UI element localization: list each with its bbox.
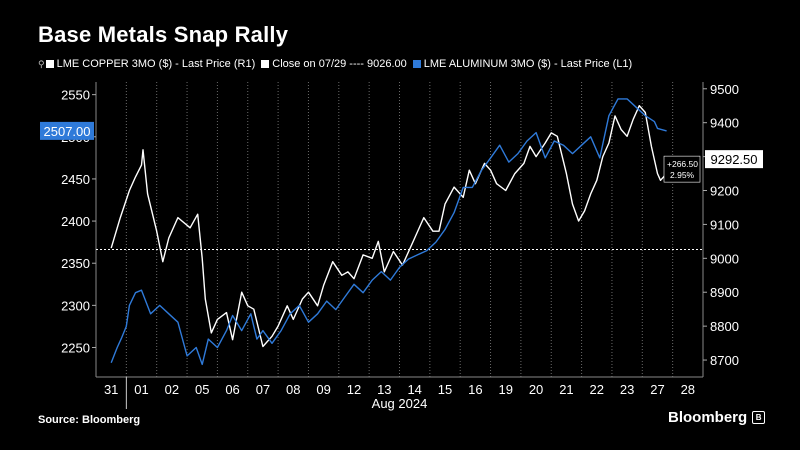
x-tick-label: 02 [165,382,179,397]
x-axis-title: Aug 2024 [372,396,428,411]
left-tick-label: 2450 [61,172,90,187]
change-value: +266.50 [667,159,698,169]
x-tick-label: 22 [590,382,604,397]
x-tick-label: 31 [104,382,118,397]
x-tick-label: 08 [286,382,300,397]
right-tick-label: 9100 [710,217,739,232]
x-tick-label: 05 [195,382,209,397]
aluminum-last-value-box [40,121,94,140]
x-tick-label: 15 [438,382,452,397]
source-note: Source: Bloomberg [38,414,141,426]
right-tick-label: 9000 [710,251,739,266]
x-tick-label: 28 [681,382,695,397]
right-tick-label: 9500 [710,82,739,97]
left-tick-label: 2300 [61,298,90,313]
x-tick-label: 13 [377,382,391,397]
left-tick-label: 2350 [61,256,90,271]
x-tick-label: 16 [468,382,482,397]
right-tick-label: 8900 [710,285,739,300]
x-tick-label: 21 [559,382,573,397]
aluminum-series-line [110,98,667,366]
x-tick-label: 14 [407,382,421,397]
right-tick-label: 8800 [710,319,739,334]
aluminum-last-value: 2507.00 [44,124,91,139]
copper-swatch [45,60,54,68]
copper-last-value-box [705,150,763,169]
left-tick-label: 2400 [61,214,90,229]
x-tick-label: 09 [316,382,330,397]
x-tick-label: 01 [134,382,148,397]
right-tick-label: 8700 [710,353,739,368]
legend-close: Close on 07/29 ---- 9026.00 [272,58,407,70]
x-tick-label: 23 [620,382,634,397]
x-tick-label: 19 [498,382,512,397]
chart-title: Base Metals Snap Rally [38,22,289,47]
x-tick-label: 20 [529,382,543,397]
left-tick-label: 2550 [61,88,90,103]
brand-name: Bloomberg [668,409,748,426]
x-tick-label: 27 [650,382,664,397]
right-tick-label: 9400 [710,116,739,131]
pin-icon: ⚲ [38,58,45,69]
legend-aluminum: LME ALUMINUM 3MO ($) - Last Price (L1) [423,58,633,70]
right-tick-label: 9200 [710,184,739,199]
left-tick-label: 2250 [61,341,90,356]
aluminum-swatch [412,60,421,68]
close-swatch [261,60,270,68]
legend-copper: LME COPPER 3MO ($) - Last Price (R1) [56,58,256,70]
x-tick-label: 07 [256,382,270,397]
brand-icon: B [752,411,766,424]
bloomberg-logo: Bloomberg B [668,409,766,426]
copper-last-value: 9292.50 [711,152,758,167]
copper-series-line [110,105,668,348]
change-percent: 2.95% [670,170,695,180]
x-tick-label: 06 [225,382,239,397]
legend: ⚲ LME COPPER 3MO ($) - Last Price (R1) C… [38,58,632,70]
x-tick-label: 12 [347,382,361,397]
change-annotation-box [663,155,701,183]
